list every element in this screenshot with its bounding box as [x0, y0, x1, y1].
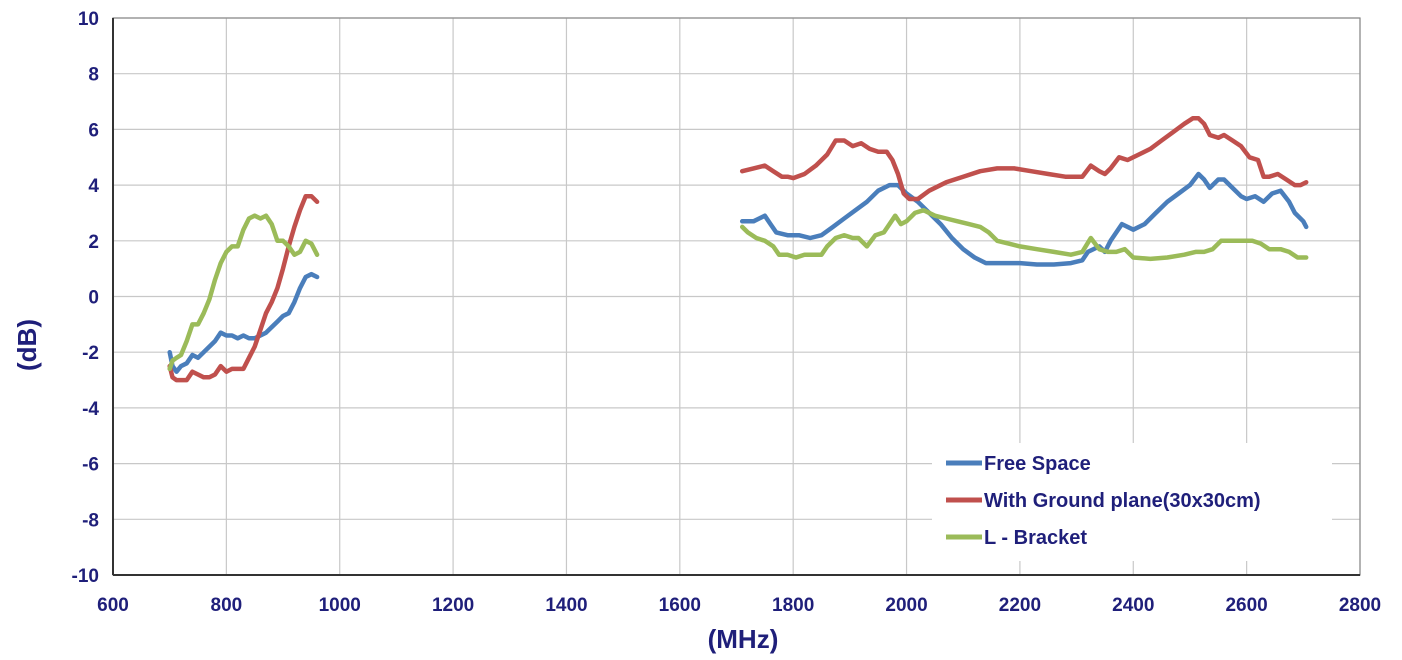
y-axis-title: (dB) [12, 319, 42, 371]
y-tick-label: -10 [72, 566, 99, 587]
y-tick-label: 2 [88, 232, 99, 253]
x-tick-label: 2600 [1225, 595, 1267, 616]
x-tick-label: 800 [211, 595, 243, 616]
y-tick-label: -6 [82, 455, 99, 476]
x-tick-label: 600 [97, 595, 129, 616]
legend-box [932, 443, 1332, 561]
y-tick-label: 0 [88, 288, 99, 309]
y-tick-label: -8 [82, 510, 99, 531]
series-line-3 [739, 207, 1309, 262]
series-lines [167, 116, 1309, 383]
y-tick-label: 6 [88, 120, 99, 141]
legend: Free Space With Ground plane(30x30cm) L - … [946, 453, 1261, 549]
legend-label-2: With Ground plane(30x30cm) [984, 490, 1261, 512]
y-tick-label: 4 [88, 176, 99, 197]
legend-label-1: Free Space [984, 453, 1091, 475]
series-line-1 [167, 271, 320, 374]
x-tick-label: 2000 [885, 595, 927, 616]
y-tick-label: -4 [82, 399, 99, 420]
series-line-1 [739, 171, 1309, 267]
x-axis-title: (MHz) [708, 624, 779, 654]
x-tick-label: 1000 [319, 595, 361, 616]
y-tick-label: -2 [82, 343, 99, 364]
x-tick-label: 2200 [999, 595, 1041, 616]
x-tick-label: 1600 [659, 595, 701, 616]
series-line-2 [167, 193, 320, 383]
x-tick-label: 2400 [1112, 595, 1154, 616]
x-tick-label: 1200 [432, 595, 474, 616]
y-tick-labels: 10 8 6 4 2 0 -2 -4 -6 -8 -10 [72, 9, 100, 587]
x-tick-label: 1400 [545, 595, 587, 616]
y-tick-label: 8 [88, 65, 99, 86]
y-tick-label: 10 [78, 9, 99, 30]
x-tick-label: 1800 [772, 595, 814, 616]
series-line-3 [167, 213, 320, 372]
axes [112, 18, 1360, 576]
x-tick-label: 2800 [1339, 595, 1381, 616]
series-line-2 [739, 116, 1309, 202]
x-tick-labels: 600 800 1000 1200 1400 1600 1800 2000 2200 2400 26… [97, 595, 1381, 616]
legend-label-3: L - Bracket [984, 527, 1087, 549]
